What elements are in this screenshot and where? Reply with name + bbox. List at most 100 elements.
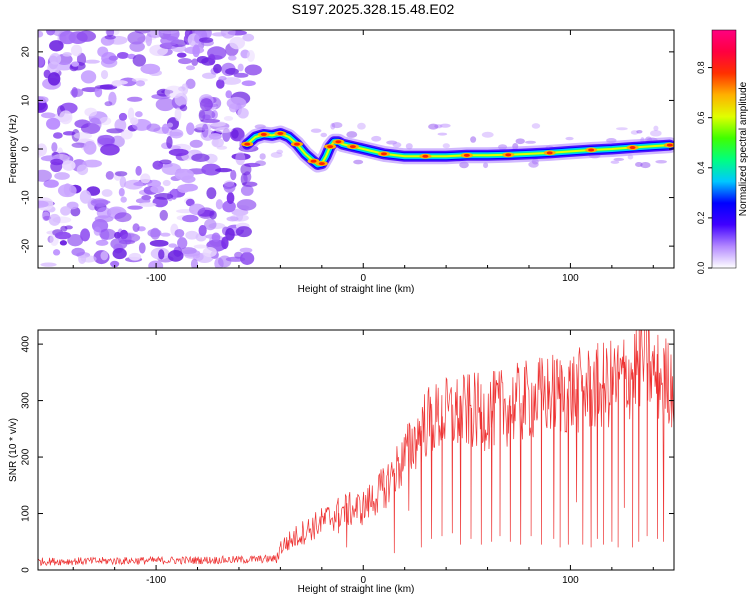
- noise-blob: [199, 109, 216, 120]
- noise-blob: [118, 187, 125, 197]
- noise-blob: [94, 86, 103, 98]
- noise-blob: [120, 129, 133, 140]
- noise-blob: [215, 199, 223, 210]
- noise-blob: [234, 251, 243, 259]
- spectrogram-y-tick-label: 10: [21, 94, 32, 106]
- noise-blob: [138, 202, 157, 207]
- ridge-hotspot-core: [422, 154, 429, 158]
- noise-blob: [116, 52, 129, 59]
- noise-blob: [84, 107, 98, 117]
- noise-blob: [206, 187, 217, 200]
- noise-blob: [159, 30, 179, 34]
- noise-blob: [190, 258, 199, 268]
- snr-y-tick-label: 400: [21, 335, 32, 352]
- noise-blob: [235, 226, 252, 238]
- noise-blob: [38, 30, 44, 38]
- noise-blob: [616, 127, 628, 131]
- noise-blob: [76, 164, 89, 176]
- snr-y-tick-label: 0: [21, 567, 32, 573]
- noise-blob: [439, 123, 451, 128]
- noise-blob: [51, 30, 71, 37]
- noise-blob: [195, 123, 212, 131]
- spectrogram-y-tick-label: 0: [21, 146, 32, 152]
- noise-blob: [233, 72, 249, 78]
- noise-blob: [223, 116, 234, 121]
- noise-blob: [50, 158, 64, 166]
- noise-blob: [40, 112, 56, 119]
- noise-blob: [131, 78, 148, 83]
- noise-blob: [437, 132, 448, 136]
- noise-blob: [96, 207, 112, 219]
- noise-blob: [38, 96, 49, 104]
- noise-blob: [126, 96, 143, 102]
- noise-blob: [199, 98, 213, 112]
- noise-blob: [185, 65, 196, 71]
- ridge-hotspot-core: [318, 162, 325, 166]
- snr-frame: [37, 329, 675, 571]
- noise-blob: [613, 157, 625, 161]
- noise-blob: [114, 171, 128, 177]
- noise-blob: [182, 214, 199, 223]
- noise-blob: [236, 199, 257, 211]
- noise-blob: [135, 165, 142, 176]
- noise-blob: [270, 152, 283, 158]
- ridge-hotspot-core: [244, 142, 251, 146]
- noise-blob: [159, 209, 168, 221]
- noise-blob: [123, 179, 144, 190]
- noise-blob: [120, 196, 127, 203]
- snr-y-tick-label: 200: [21, 448, 32, 465]
- noise-blob: [218, 76, 227, 81]
- noise-blob: [177, 237, 188, 249]
- noise-blob: [214, 167, 233, 173]
- noise-blob: [82, 159, 103, 168]
- noise-blob: [138, 242, 146, 254]
- spectrogram-x-tick-label: 100: [562, 273, 579, 284]
- noise-blob: [114, 212, 132, 223]
- noise-blob: [428, 123, 439, 130]
- noise-blob: [610, 160, 620, 164]
- noise-blob: [174, 107, 182, 122]
- noise-blob: [442, 143, 450, 149]
- ridge-hotspot-core: [260, 132, 267, 136]
- noise-blob: [67, 234, 84, 247]
- noise-blob: [218, 255, 232, 268]
- noise-blob: [239, 247, 253, 253]
- noise-blob: [100, 143, 120, 156]
- noise-blob: [132, 54, 147, 67]
- noise-blob: [38, 56, 45, 68]
- noise-blob: [636, 130, 643, 134]
- colorbar-axis: 0.0 0.2 0.4 0.6 0.8: [696, 29, 737, 274]
- noise-blob: [185, 78, 196, 89]
- noise-blob: [229, 36, 246, 50]
- noise-blob: [392, 142, 402, 148]
- snr-x-label: Height of straight line (km): [298, 584, 415, 595]
- noise-blob: [221, 236, 229, 250]
- ridge-hotspot-core: [293, 142, 300, 146]
- noise-blob: [149, 239, 169, 247]
- ridge-hotspot-core: [463, 153, 470, 157]
- noise-blob: [60, 225, 68, 232]
- noise-blob: [135, 197, 151, 204]
- colorbar: 0.0 0.2 0.4 0.6 0.8 Normalized spectral ampl…: [696, 29, 749, 274]
- noise-blob: [655, 160, 667, 164]
- noise-blob: [470, 136, 477, 143]
- noise-blob: [225, 68, 239, 75]
- ridge-hotspot-core: [546, 151, 553, 155]
- snr-y-tick-label: 100: [21, 505, 32, 522]
- noise-blob: [353, 159, 364, 165]
- noise-blob: [47, 61, 61, 75]
- noise-blob: [201, 163, 221, 176]
- noise-blob: [174, 228, 185, 238]
- noise-blob: [246, 50, 255, 62]
- noise-blob: [481, 131, 494, 138]
- noise-blob: [405, 143, 413, 150]
- snr-axes: -100 0 100 0 100 200 300 400: [21, 330, 674, 586]
- noise-blob: [155, 97, 175, 112]
- noise-blob: [200, 118, 221, 123]
- noise-blob: [259, 153, 266, 160]
- ridge-hotspot-core: [327, 145, 334, 149]
- noise-blob: [135, 111, 143, 118]
- noise-blob: [80, 70, 97, 84]
